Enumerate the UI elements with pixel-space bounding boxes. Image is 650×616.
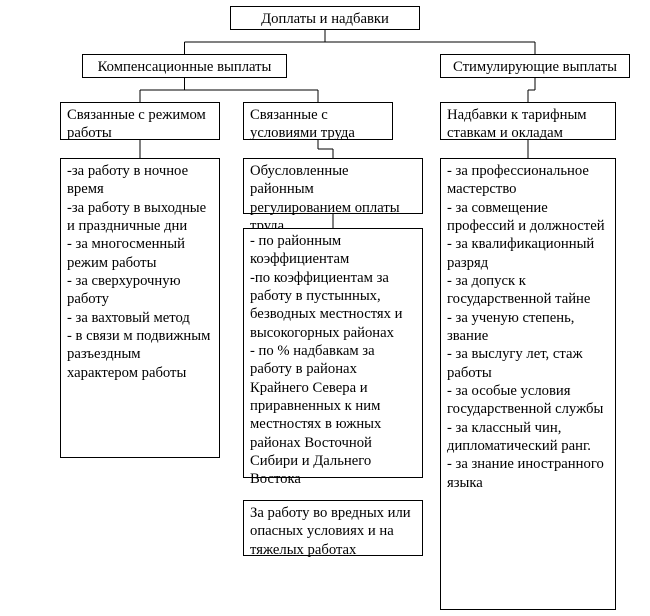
node-tariff-list: - за профессиональное мастерство - за со… [440, 158, 616, 610]
node-hazard-label: За работу во вредных или опасных условия… [250, 505, 411, 558]
node-tariff-list-label: - за профессиональное мастерство - за со… [447, 163, 605, 491]
node-tariff-label: Надбавки к тарифным ставкам и окладам [447, 107, 587, 141]
node-regime-label: Связанные с режимом работы [67, 107, 206, 141]
node-comp-label: Компенсационные выплаты [98, 59, 272, 75]
node-stim-label: Стимулирующие выплаты [453, 59, 617, 75]
node-regime: Связанные с режимом работы [60, 102, 220, 140]
node-region-label: Обусловленные районным регулированием оп… [250, 163, 400, 234]
node-regime-list: -за работу в ночное время -за работу в в… [60, 158, 220, 458]
node-comp: Компенсационные выплаты [82, 54, 287, 78]
node-stim: Стимулирующие выплаты [440, 54, 630, 78]
node-region: Обусловленные районным регулированием оп… [243, 158, 423, 214]
node-root-label: Доплаты и надбавки [261, 11, 389, 27]
node-hazard: За работу во вредных или опасных условия… [243, 500, 423, 556]
node-region-list-label: - по районным коэффициентам -по коэффици… [250, 233, 403, 487]
node-cond: Связанные с условиями труда [243, 102, 393, 140]
node-region-list: - по районным коэффициентам -по коэффици… [243, 228, 423, 478]
node-tariff: Надбавки к тарифным ставкам и окладам [440, 102, 616, 140]
node-root: Доплаты и надбавки [230, 6, 420, 30]
node-cond-label: Связанные с условиями труда [250, 107, 355, 141]
node-regime-list-label: -за работу в ночное время -за работу в в… [67, 163, 210, 381]
